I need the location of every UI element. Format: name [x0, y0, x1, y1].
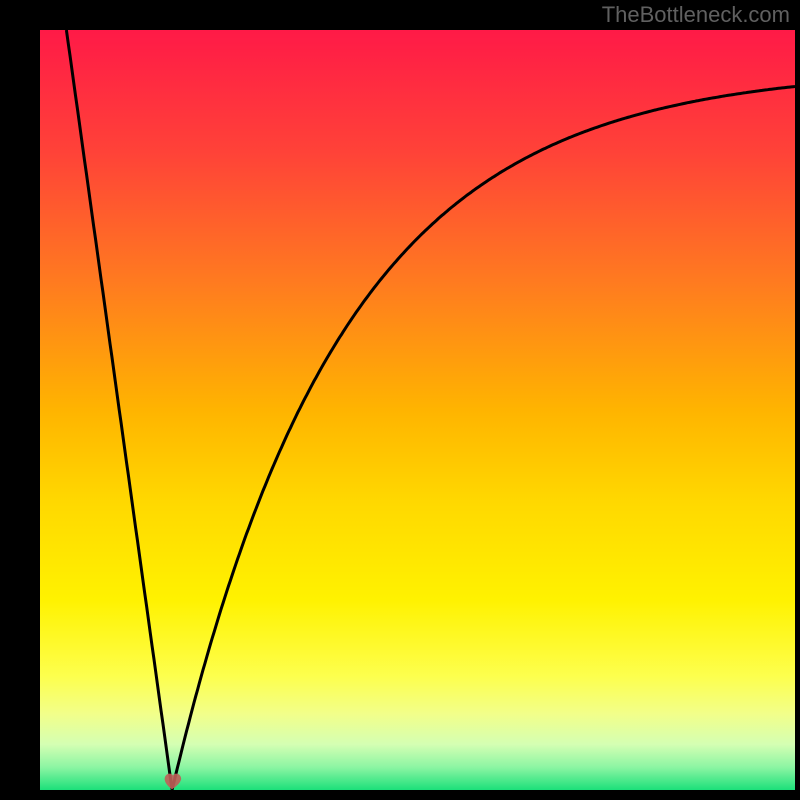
watermark-text: TheBottleneck.com: [602, 2, 790, 28]
background-gradient: [40, 30, 795, 790]
chart-canvas: TheBottleneck.com: [0, 0, 800, 800]
heart-marker-icon: [161, 770, 183, 792]
plot-area: [40, 30, 795, 790]
